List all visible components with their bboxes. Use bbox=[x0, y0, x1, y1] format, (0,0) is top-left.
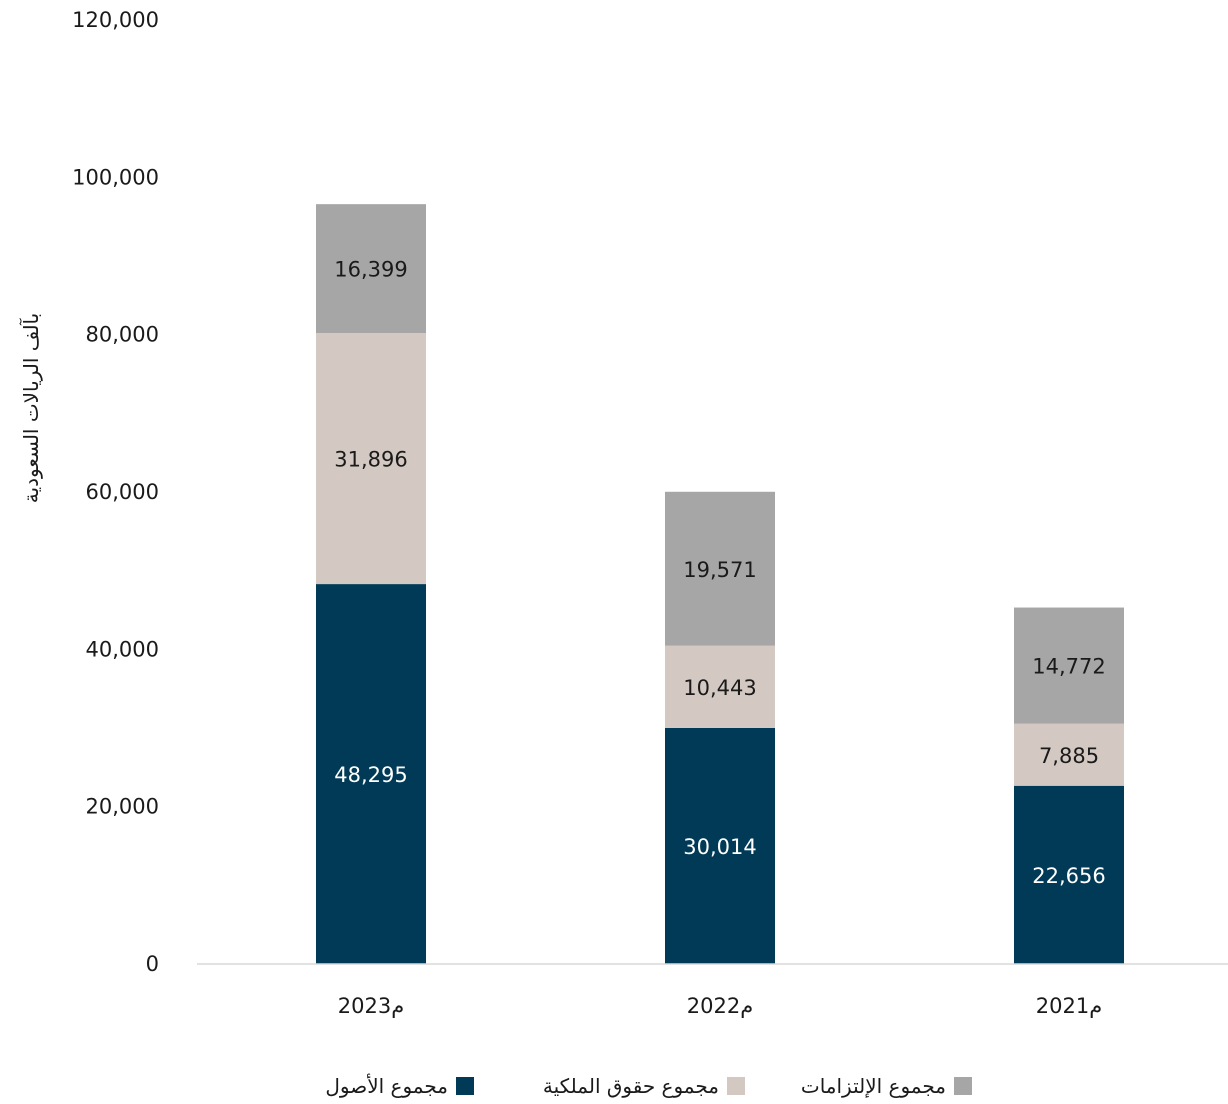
legend-swatch bbox=[456, 1077, 474, 1095]
bar-segment bbox=[1014, 607, 1124, 724]
x-axis-ticks: 2023م 2022م 2021م bbox=[338, 994, 1102, 1018]
data-label: 22,656 bbox=[1032, 864, 1105, 888]
y-axis-ticks: 0 20,000 40,000 60,000 80,000 100,000 120,000 bbox=[72, 8, 159, 976]
legend-label: مجموع حقوق الملكية bbox=[543, 1074, 719, 1098]
bar-segment bbox=[665, 645, 775, 728]
y-tick-label: 20,000 bbox=[86, 795, 159, 819]
bar-segment bbox=[316, 333, 426, 585]
y-tick-label: 60,000 bbox=[86, 480, 159, 504]
data-label: 30,014 bbox=[683, 835, 756, 859]
x-tick-label: 2022م bbox=[687, 994, 753, 1018]
y-tick-label: 0 bbox=[146, 952, 159, 976]
bars-group: 48,295 31,896 16,399 30,014 10,443 19,571 22,6… bbox=[316, 204, 1124, 964]
y-tick-label: 40,000 bbox=[86, 637, 159, 661]
data-label: 7,885 bbox=[1039, 744, 1099, 768]
legend-swatch bbox=[727, 1077, 745, 1095]
bar-segment bbox=[665, 491, 775, 646]
bar-segment bbox=[316, 204, 426, 334]
x-tick-label: 2021م bbox=[1036, 994, 1102, 1018]
y-tick-label: 100,000 bbox=[72, 165, 159, 189]
y-tick-label: 120,000 bbox=[72, 8, 159, 32]
x-tick-label: 2023م bbox=[338, 994, 404, 1018]
y-axis-label: بآلف الريالات السعودية bbox=[18, 313, 43, 503]
legend: مجموع الإلتزامات مجموع حقوق الملكية مجموع … bbox=[325, 1074, 972, 1098]
legend-label: مجموع الإلتزامات bbox=[801, 1074, 946, 1098]
data-label: 19,571 bbox=[683, 558, 756, 582]
data-label: 16,399 bbox=[334, 258, 407, 282]
legend-swatch bbox=[954, 1077, 972, 1095]
bar-segment bbox=[665, 727, 775, 964]
bar-segment bbox=[1014, 723, 1124, 786]
data-label: 10,443 bbox=[683, 676, 756, 700]
bar-segment bbox=[316, 584, 426, 964]
y-tick-label: 80,000 bbox=[86, 323, 159, 347]
data-label: 48,295 bbox=[334, 763, 407, 787]
data-label: 14,772 bbox=[1032, 655, 1105, 679]
bar-segment bbox=[1014, 785, 1124, 964]
legend-label: مجموع الأصول bbox=[325, 1074, 448, 1098]
data-label: 31,896 bbox=[334, 448, 407, 472]
